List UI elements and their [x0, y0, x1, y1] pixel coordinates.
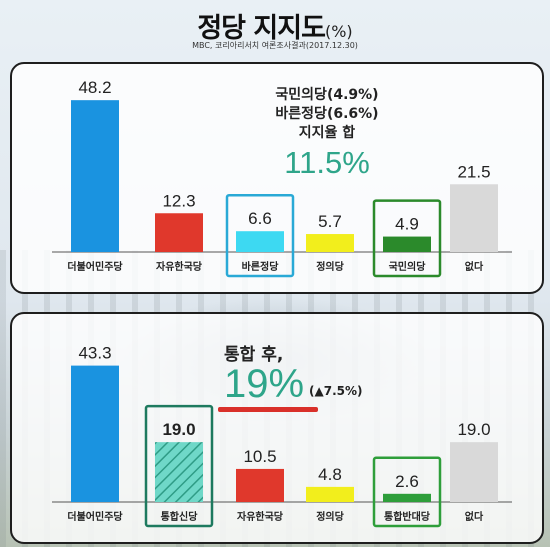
bar [306, 486, 354, 502]
data-label: 2.6 [395, 472, 419, 491]
category-label: 통합반대당 [384, 510, 431, 523]
panel-current: 48.2 더불어민주당 12.3 자유한국당 6.6 바른정당 5.7 정의당 4.9 국민의당 2… [10, 62, 544, 294]
category-label: 통합신당 [161, 510, 199, 523]
chart-title: 정당 지지도 [197, 13, 326, 44]
category-label: 국민의당 [389, 260, 427, 273]
category-label: 자유한국당 [237, 510, 284, 523]
category-label: 바른정당 [242, 260, 280, 273]
bar [71, 365, 119, 502]
data-label: 19.0 [457, 420, 490, 439]
title-unit: (%) [324, 22, 353, 41]
highlight-frame [372, 199, 442, 278]
category-label: 더불어민주당 [67, 510, 123, 523]
anno-line-2: 바른정당(6.6%) [275, 106, 379, 122]
category-label: 더불어민주당 [67, 260, 123, 273]
data-label: 10.5 [243, 447, 276, 466]
sum-annotation: 국민의당(4.9%) 바른정당(6.6%) 지지율 합 11.5% [252, 86, 402, 183]
category-label: 없다 [465, 260, 484, 273]
bar [383, 236, 431, 252]
data-label: 12.3 [162, 191, 195, 210]
data-label: 4.8 [318, 465, 342, 484]
data-label: 19.0 [162, 420, 195, 439]
bar-chart-after-merger: 43.3 더불어민주당 19.0 통합신당 10.5 자유한국당 4.8 정의당 2.6 통합반대… [52, 344, 512, 528]
anno-line-1: 국민의당(4.9%) [275, 87, 379, 103]
title-block: 정당 지지도(%) [0, 6, 550, 45]
data-label: 21.5 [457, 162, 490, 181]
highlight-frame [144, 404, 214, 528]
bar-chart-current: 48.2 더불어민주당 12.3 자유한국당 6.6 바른정당 5.7 정의당 4.9 국민의당 2… [52, 78, 512, 278]
bar [306, 234, 354, 252]
highlight-frame [372, 456, 442, 528]
bar [236, 468, 284, 502]
data-label: 48.2 [78, 78, 111, 97]
highlight-frame [225, 193, 295, 278]
panel-after-merger: 43.3 더불어민주당 19.0 통합신당 10.5 자유한국당 4.8 정의당 2.6 통합반대… [10, 312, 544, 544]
data-label: 6.6 [248, 209, 272, 228]
category-label: 자유한국당 [156, 260, 203, 273]
data-label: 4.9 [395, 215, 419, 234]
category-label: 정의당 [316, 510, 344, 523]
source-note: MBC, 코리아리서치 여론조사결과(2017.12.30) [192, 41, 358, 50]
bar [155, 442, 203, 502]
bar [450, 442, 498, 502]
category-label: 없다 [465, 510, 484, 523]
category-label: 정의당 [316, 260, 344, 273]
bar [71, 100, 119, 252]
data-label: 43.3 [78, 344, 111, 363]
bar [383, 493, 431, 502]
data-label: 5.7 [318, 212, 342, 231]
merger-change: (▲7.5%) [309, 384, 363, 398]
merger-heading: 통합 후, [224, 345, 284, 365]
merger-underline [218, 407, 318, 412]
bar [236, 231, 284, 252]
anno-sum-value: 11.5% [284, 145, 370, 180]
bar [155, 213, 203, 252]
bar [450, 184, 498, 252]
anno-line-3: 지지율 합 [298, 125, 356, 141]
merger-value: 19% [224, 362, 305, 406]
